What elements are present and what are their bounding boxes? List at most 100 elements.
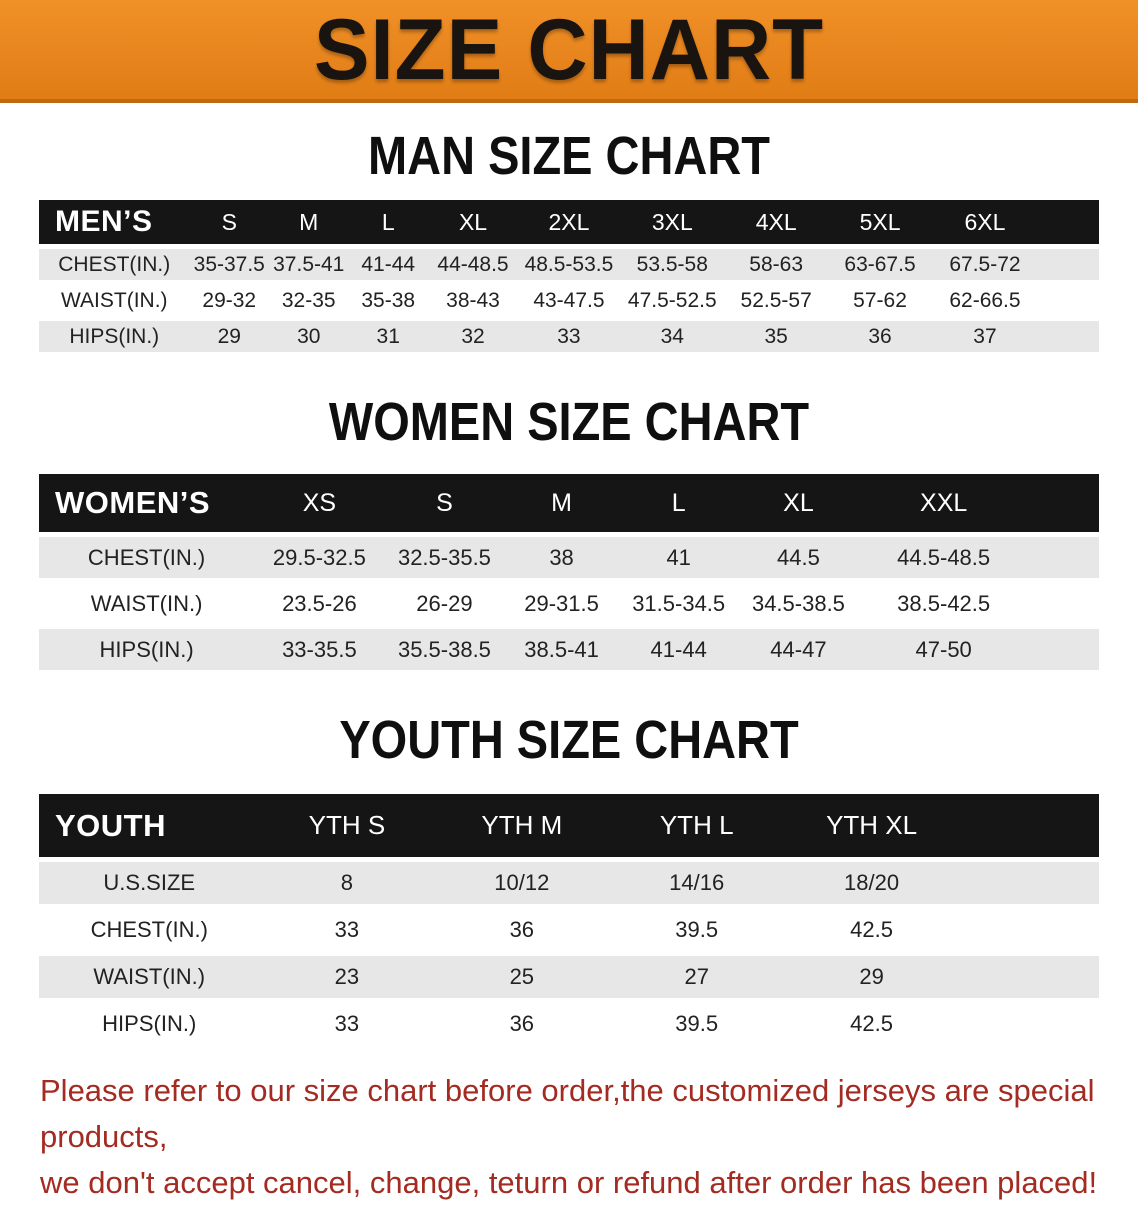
row-label: U.S.SIZE <box>39 862 260 904</box>
size-value: 47.5-52.5 <box>627 288 717 312</box>
size-value: 41-44 <box>618 629 739 670</box>
size-value: 30 <box>269 321 349 352</box>
size-column-header: M <box>269 200 349 244</box>
row-label: CHEST(IN.) <box>90 917 208 942</box>
spacer-cell <box>959 1003 1099 1045</box>
spacer-cell <box>1028 537 1099 578</box>
size-column-header: 6XL <box>932 200 1038 244</box>
size-value: 36 <box>827 321 933 352</box>
size-value: 34.5-38.5 <box>751 590 845 616</box>
measurement-row: HIPS(IN.) 33 36 39.5 42.5 <box>39 1003 1099 1045</box>
size-value: 10/12 <box>434 862 610 904</box>
size-value: 18/20 <box>784 862 960 904</box>
size-value: 31 <box>348 321 428 352</box>
size-value: 29-32 <box>202 288 257 312</box>
row-label: HIPS(IN.) <box>39 629 255 670</box>
men-section: MAN SIZE CHART MEN’S S M L XL 2XL 3XL 4XL 5XL 6XL… <box>0 129 1138 357</box>
measurement-row: U.S.SIZE 8 10/12 14/16 18/20 <box>39 862 1099 904</box>
banner: SIZE CHART <box>0 0 1138 103</box>
spacer-cell <box>1029 583 1099 624</box>
spacer-cell <box>1037 249 1099 280</box>
size-value: 41 <box>618 537 739 578</box>
size-value: 52.5-57 <box>740 288 812 312</box>
size-value: 38 <box>504 537 619 578</box>
size-column-header: S <box>384 474 505 532</box>
size-value: 8 <box>259 862 435 904</box>
size-value: 43-47.5 <box>533 288 605 312</box>
row-label: HIPS(IN.) <box>102 1011 197 1036</box>
measurement-row: CHEST(IN.) 29.5-32.5 32.5-35.5 38 41 44.5 44.5… <box>39 537 1099 578</box>
size-column-header: 5XL <box>827 200 933 244</box>
size-column-header: YTH S <box>259 794 435 857</box>
size-value: 23 <box>259 956 435 998</box>
footnote: Please refer to our size chart before or… <box>40 1068 1102 1206</box>
table-header-row: WOMEN’S XS S M L XL XXL <box>39 474 1099 532</box>
size-column-header: XS <box>254 474 385 532</box>
size-value: 27 <box>609 956 785 998</box>
measurement-row: HIPS(IN.) 29 30 31 32 33 34 35 36 37 <box>39 321 1099 352</box>
size-value: 44.5 <box>738 537 859 578</box>
size-value: 57-62 <box>853 288 907 312</box>
women-section-title: WOMEN SIZE CHART <box>328 392 810 452</box>
table-header-row: YOUTH YTH S YTH M YTH L YTH XL <box>39 794 1099 857</box>
size-value: 35-38 <box>361 288 416 312</box>
measurement-row: HIPS(IN.) 33-35.5 35.5-38.5 38.5-41 41-44 44-… <box>39 629 1099 670</box>
size-value: 36 <box>509 1011 535 1036</box>
size-column-header: S <box>189 200 269 244</box>
size-value: 33 <box>518 321 620 352</box>
spacer-cell <box>1028 629 1099 670</box>
table-corner-label: YOUTH <box>39 794 260 857</box>
footnote-line2: we don't accept cancel, change, teturn o… <box>40 1165 1098 1200</box>
men-section-title: MAN SIZE CHART <box>368 126 770 186</box>
size-value: 44-47 <box>738 629 859 670</box>
measurement-row: WAIST(IN.) 23 25 27 29 <box>39 956 1099 998</box>
size-value: 44-48.5 <box>427 249 519 280</box>
youth-size-table: YOUTH YTH S YTH M YTH L YTH XL U.S.SIZE 8 10/12… <box>39 789 1099 1050</box>
row-label: WAIST(IN.) <box>90 590 203 616</box>
size-value: 63-67.5 <box>827 249 933 280</box>
size-value: 32-35 <box>281 288 336 312</box>
size-value: 37.5-41 <box>269 249 349 280</box>
page-title: SIZE CHART <box>313 1 825 98</box>
footnote-line1: Please refer to our size chart before or… <box>40 1073 1095 1154</box>
size-value: 42.5 <box>850 917 893 942</box>
size-value: 67.5-72 <box>932 249 1038 280</box>
size-value: 39.5 <box>675 1011 719 1036</box>
spacer-cell <box>1028 474 1099 532</box>
size-value: 42.5 <box>850 1011 893 1036</box>
measurement-row: CHEST(IN.) 35-37.5 37.5-41 41-44 44-48.5 48.5… <box>39 249 1099 280</box>
size-value: 38.5-41 <box>504 629 619 670</box>
size-value: 36 <box>509 917 535 942</box>
size-value: 48.5-53.5 <box>518 249 620 280</box>
size-value: 23.5-26 <box>282 590 357 616</box>
size-value: 33-35.5 <box>254 629 385 670</box>
table-corner-label: WOMEN’S <box>39 474 255 532</box>
size-value: 44.5-48.5 <box>858 537 1029 578</box>
spacer-cell <box>1037 285 1099 316</box>
size-value: 33 <box>334 917 360 942</box>
table-corner-label: MEN’S <box>39 200 190 244</box>
size-value: 47-50 <box>858 629 1029 670</box>
size-value: 35-37.5 <box>189 249 269 280</box>
size-value: 32.5-35.5 <box>384 537 505 578</box>
row-label: WAIST(IN.) <box>60 288 168 312</box>
measurement-row: WAIST(IN.) 29-32 32-35 35-38 38-43 43-47.5 47.… <box>39 285 1099 316</box>
women-size-table: WOMEN’S XS S M L XL XXL CHEST(IN.) 29.5-32.5 32.5… <box>39 469 1099 675</box>
size-column-header: XL <box>738 474 859 532</box>
row-label: CHEST(IN.) <box>39 249 190 280</box>
size-column-header: 2XL <box>518 200 620 244</box>
measurement-row: CHEST(IN.) 33 36 39.5 42.5 <box>39 909 1099 951</box>
row-label: HIPS(IN.) <box>39 321 190 352</box>
size-value: 29 <box>784 956 960 998</box>
size-value: 39.5 <box>675 917 719 942</box>
size-value: 62-66.5 <box>949 288 1021 312</box>
size-value: 38.5-42.5 <box>897 590 991 616</box>
size-value: 29.5-32.5 <box>254 537 385 578</box>
size-column-header: L <box>618 474 739 532</box>
spacer-cell <box>959 909 1099 951</box>
row-label: WAIST(IN.) <box>39 956 260 998</box>
women-section: WOMEN SIZE CHART WOMEN’S XS S M L XL XXL CHEST(… <box>0 395 1138 675</box>
size-column-header: YTH L <box>609 794 785 857</box>
measurement-row: WAIST(IN.) 23.5-26 26-29 29-31.5 31.5-34.5 34… <box>39 583 1099 624</box>
size-column-header: 4XL <box>724 200 828 244</box>
